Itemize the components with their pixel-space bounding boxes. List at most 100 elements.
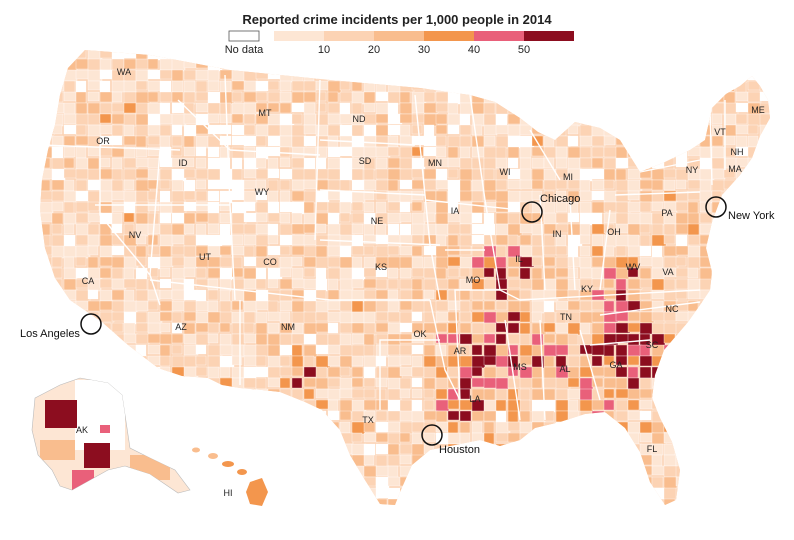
county-cell	[315, 421, 329, 432]
county-cell	[423, 256, 438, 269]
county-cell	[603, 256, 618, 269]
county-cell	[735, 80, 747, 94]
county-cell	[711, 146, 725, 159]
county-cell	[699, 135, 711, 148]
county-cell	[147, 80, 162, 92]
county-cell	[315, 102, 327, 113]
county-cell	[291, 256, 303, 267]
county-cell	[135, 388, 147, 399]
county-cell	[459, 234, 473, 248]
county-cell	[459, 498, 472, 505]
county-cell	[99, 300, 114, 311]
county-cell	[459, 432, 471, 445]
county-cell	[267, 168, 280, 179]
county-cell	[447, 399, 460, 410]
legend-bin	[524, 31, 574, 41]
county-cell	[531, 300, 546, 314]
county-cell	[303, 289, 318, 302]
county-cell	[519, 432, 532, 443]
county-cell	[207, 289, 219, 301]
county-cell	[147, 179, 159, 190]
county-cell	[723, 311, 739, 324]
county-cell	[723, 168, 736, 179]
county-cell	[219, 311, 233, 325]
county-cell	[699, 113, 712, 124]
county-cell	[471, 135, 485, 148]
county-cell	[495, 212, 510, 225]
county-cell	[255, 432, 270, 444]
county-cell	[99, 487, 112, 501]
county-cell	[255, 410, 269, 424]
legend-bin	[424, 31, 474, 41]
county-cell	[531, 443, 547, 455]
county-cell	[699, 487, 711, 499]
county-cell	[507, 344, 519, 356]
county-cell	[135, 113, 150, 127]
county-cell	[123, 498, 136, 505]
county-cell	[639, 223, 651, 234]
county-cell	[339, 377, 353, 390]
county-cell	[531, 50, 547, 59]
county-cell	[303, 124, 317, 135]
county-cell	[471, 465, 487, 477]
county-cell	[459, 168, 474, 182]
county-cell	[135, 399, 147, 410]
county-cell	[543, 278, 557, 291]
county-cell	[51, 366, 63, 380]
county-cell	[711, 245, 724, 259]
county-cell	[591, 278, 605, 289]
county-cell	[231, 498, 244, 505]
county-cell	[231, 58, 244, 71]
county-cell	[507, 91, 520, 104]
county-cell	[183, 124, 197, 137]
county-cell	[699, 102, 713, 113]
county-cell	[423, 146, 438, 157]
county-cell	[543, 300, 555, 314]
county-cell	[363, 399, 377, 411]
county-cell	[171, 421, 185, 432]
county-cell	[663, 234, 676, 245]
state-label-fl: FL	[647, 444, 658, 454]
county-cell	[147, 190, 159, 201]
county-cell	[171, 498, 183, 505]
county-cell	[579, 157, 593, 169]
county-cell	[483, 124, 498, 136]
state-label-mt: MT	[259, 108, 272, 118]
county-cell	[87, 157, 100, 171]
county-cell	[651, 157, 666, 169]
county-cell	[159, 91, 174, 103]
county-cell	[135, 366, 149, 378]
county-cell	[267, 333, 281, 347]
county-cell	[411, 267, 425, 278]
county-cell	[507, 300, 522, 314]
state-label-mi: MI	[563, 172, 573, 182]
county-cell	[639, 124, 654, 138]
county-cell	[663, 80, 675, 91]
county-cell	[303, 69, 315, 83]
county-cell	[315, 190, 330, 204]
county-cell	[567, 476, 581, 487]
state-label-ut: UT	[199, 252, 211, 262]
county-cell	[483, 58, 497, 71]
county-cell	[543, 311, 556, 325]
county-cell	[183, 355, 197, 368]
county-cell	[519, 80, 534, 91]
county-cell	[639, 322, 654, 335]
county-cell	[687, 80, 701, 91]
county-cell	[267, 234, 279, 245]
county-cell	[699, 377, 713, 390]
county-cell	[483, 113, 497, 127]
county-cell	[639, 289, 652, 301]
county-cell	[735, 58, 750, 72]
county-cell	[291, 344, 303, 357]
county-cell	[207, 388, 222, 400]
county-cell	[507, 212, 521, 226]
county-cell	[747, 69, 762, 81]
county-cell	[435, 80, 449, 94]
county-cell	[543, 333, 556, 344]
county-cell	[447, 498, 459, 505]
county-cell	[219, 377, 234, 390]
county-cell	[231, 267, 244, 278]
county-cell	[63, 300, 77, 313]
county-cell	[40, 487, 52, 499]
